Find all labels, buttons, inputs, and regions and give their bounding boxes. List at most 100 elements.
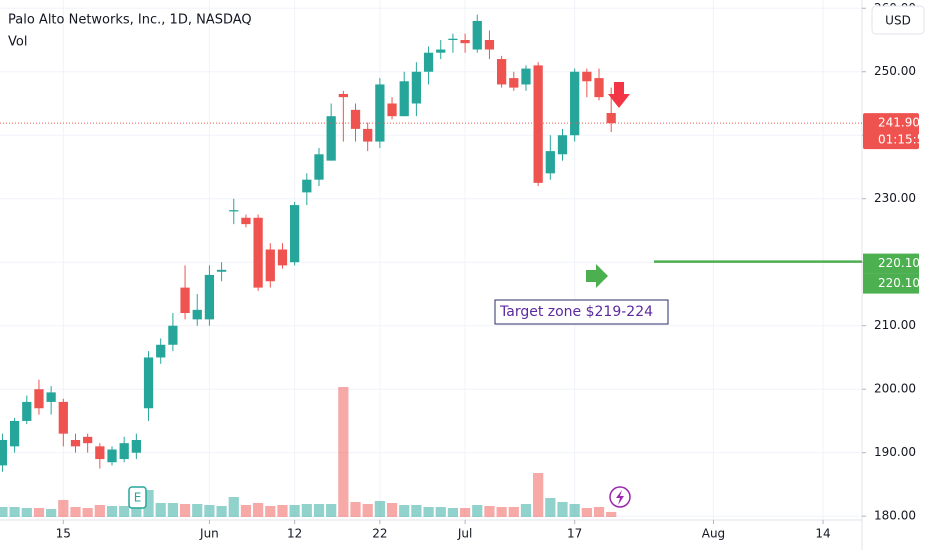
candle-body <box>58 401 68 434</box>
x-tick-label: Jun <box>199 527 219 541</box>
volume-bar <box>606 512 617 517</box>
candle-body <box>143 357 154 409</box>
y-tick-label: 190.00 <box>874 445 916 459</box>
candle-body <box>0 440 8 466</box>
volume-bar <box>216 506 227 517</box>
volume-bar <box>33 508 45 517</box>
candle-body <box>46 392 56 402</box>
y-tick-label: 180.00 <box>874 509 916 523</box>
candle-body <box>557 135 568 155</box>
candle-body <box>338 93 348 98</box>
volume-bar <box>338 387 349 517</box>
candle-body <box>34 389 44 409</box>
volume-bar <box>289 505 300 517</box>
volume-bar <box>520 504 532 517</box>
right-arrow <box>586 264 608 288</box>
chart-title: Palo Alto Networks, Inc., 1D, NASDAQ <box>8 13 252 28</box>
candle-body <box>460 40 470 44</box>
volume-label: Vol <box>8 35 27 50</box>
countdown: 01:15:59 <box>878 133 932 147</box>
candle-body <box>192 309 202 320</box>
volume-bar <box>362 504 373 517</box>
candle-body <box>570 71 580 136</box>
volume-bar <box>131 505 142 517</box>
x-tick-label: 12 <box>287 527 302 541</box>
volume-bar <box>593 507 605 517</box>
candle-body <box>302 179 312 193</box>
candle-body <box>423 52 434 72</box>
x-tick-label: Jul <box>457 527 472 541</box>
volume-bar <box>46 509 57 517</box>
axes: 180.00190.00200.00210.00220.00230.00240.… <box>56 1 916 541</box>
y-tick-label: 250.00 <box>874 64 916 78</box>
down-arrow <box>608 82 630 108</box>
candle-body <box>533 65 543 183</box>
volume-bar <box>472 505 483 517</box>
volume-bar <box>94 505 105 517</box>
volume-bar <box>423 507 434 517</box>
candle-body <box>350 109 361 129</box>
volume-bar <box>581 508 592 517</box>
x-tick-label: 14 <box>815 527 830 541</box>
volume-bar <box>143 490 154 517</box>
volume-bar <box>155 503 166 517</box>
volume-bar <box>350 502 361 517</box>
volume-bar <box>557 502 568 517</box>
last-price-tag <box>863 113 919 150</box>
candle-body <box>290 205 300 263</box>
currency[interactable]: USD <box>885 14 911 28</box>
candle-body <box>168 325 178 345</box>
target-tag <box>863 253 919 274</box>
candle-body <box>436 49 446 53</box>
volume-bar <box>204 505 215 517</box>
candle-body <box>594 78 604 98</box>
volume-bar <box>326 504 337 517</box>
earnings-label: E <box>134 491 142 505</box>
lightning-icon <box>609 486 631 508</box>
candle-body <box>204 274 215 320</box>
last-price-label: 241.90 <box>878 116 920 130</box>
candle-body <box>95 446 105 460</box>
y-tick-label: 200.00 <box>874 382 916 396</box>
volume-bar <box>240 505 252 517</box>
volume-bar <box>0 507 8 517</box>
annotation-box <box>494 299 669 325</box>
volume-bar <box>70 507 81 517</box>
candle-body <box>521 68 531 85</box>
candle-body <box>119 443 129 460</box>
candles <box>0 14 616 472</box>
candle-body <box>509 78 519 88</box>
volume-bar <box>192 504 203 517</box>
candle-body <box>253 217 263 288</box>
overlay: 241.90 01:15:59 220.10 220.10 Target zone $2… <box>0 113 932 509</box>
candle-body <box>277 249 288 266</box>
candle-body <box>363 128 373 142</box>
currency-button[interactable] <box>871 5 925 35</box>
volume-bar <box>435 507 446 517</box>
candle-body <box>314 154 324 180</box>
earnings-badge <box>128 486 147 509</box>
volume-bar <box>9 507 20 517</box>
volume-bar <box>411 505 422 517</box>
volume-bar <box>167 503 179 517</box>
volume-bar <box>313 504 325 517</box>
volume-bar <box>399 505 410 517</box>
candle-body <box>582 71 592 82</box>
volume-bar <box>82 508 93 517</box>
candle-body <box>241 217 251 225</box>
y-tick-label: 230.00 <box>874 191 916 205</box>
volume-bar <box>386 503 398 517</box>
candle-body <box>107 449 117 463</box>
candle-body <box>83 436 93 444</box>
y-tick-label: 210.00 <box>874 318 916 332</box>
candle-body <box>70 440 81 447</box>
x-tick-label: 17 <box>567 527 582 541</box>
candle-body <box>180 287 190 314</box>
candle-body <box>545 151 555 174</box>
candle-body <box>484 40 495 50</box>
x-tick-label: 22 <box>372 527 387 541</box>
candle-body <box>387 103 397 117</box>
candle-body <box>326 116 336 161</box>
candle-body <box>411 71 422 104</box>
